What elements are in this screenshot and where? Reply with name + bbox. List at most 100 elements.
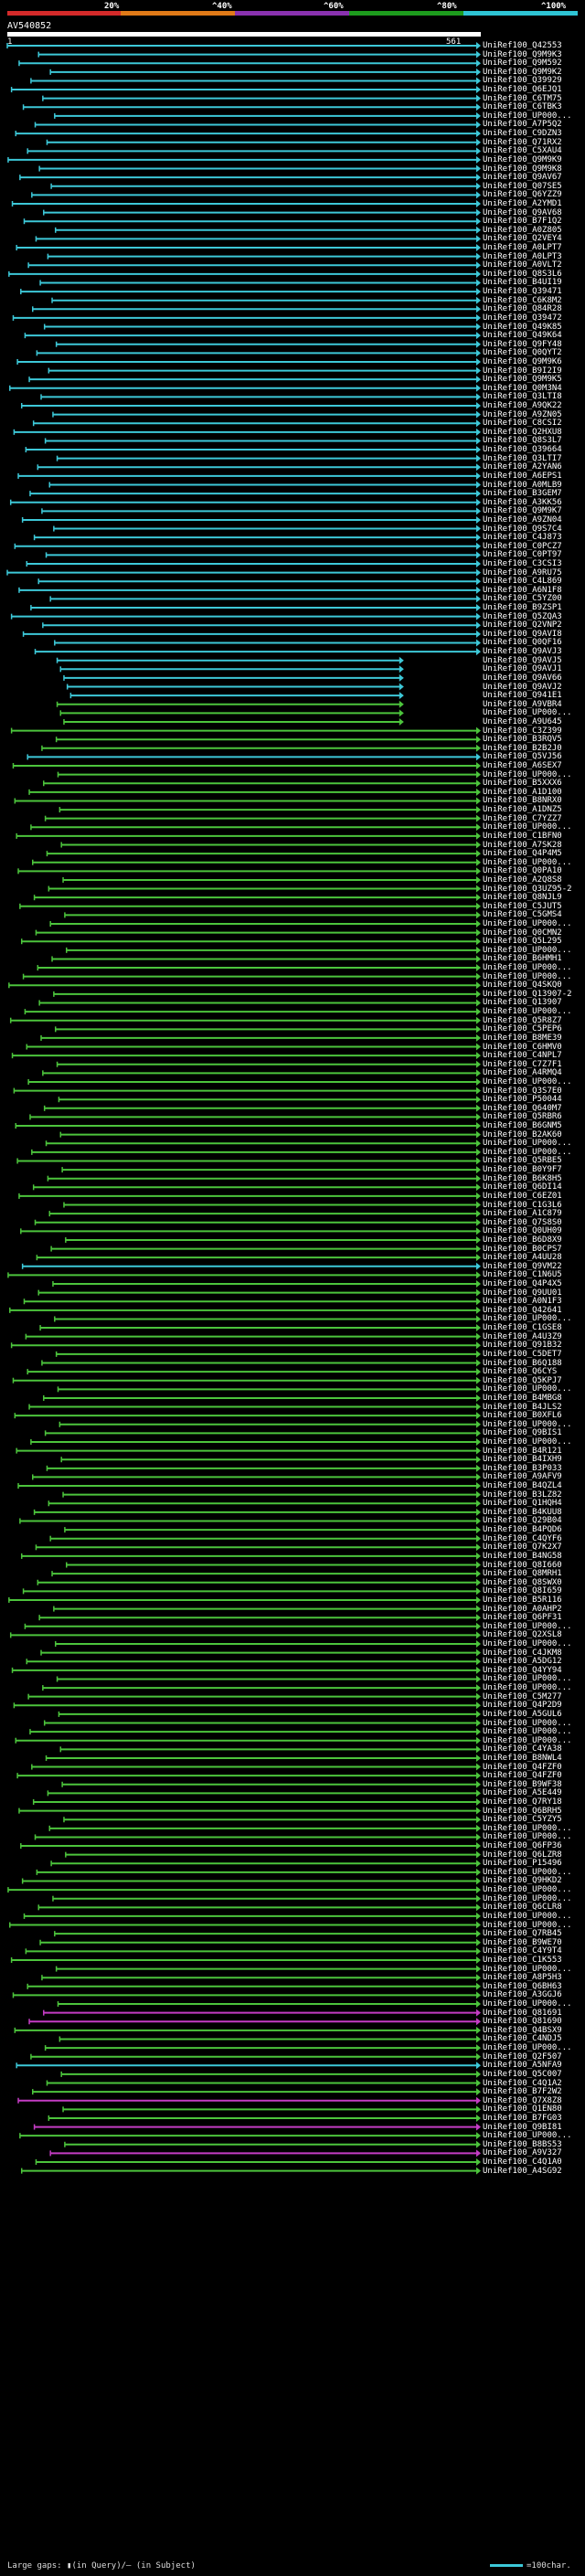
hit-alignment[interactable] <box>16 1447 481 1455</box>
hit-label[interactable]: UniRef100_Q49K85 <box>483 322 562 332</box>
hit-label[interactable]: UniRef100_B3LZ82 <box>483 1489 562 1500</box>
hit-alignment[interactable] <box>20 1227 481 1235</box>
hit-label[interactable]: UniRef100_UP000... <box>483 1832 572 1842</box>
hit-alignment[interactable] <box>61 1780 481 1788</box>
hit-alignment[interactable] <box>48 1210 481 1218</box>
hit-alignment[interactable] <box>49 920 481 928</box>
hit-label[interactable]: UniRef100_P50044 <box>483 1095 562 1105</box>
hit-alignment[interactable] <box>42 1069 481 1077</box>
hit-alignment[interactable] <box>37 1903 481 1912</box>
hit-alignment[interactable] <box>33 2123 481 2131</box>
hit-alignment[interactable] <box>65 1850 481 1859</box>
hit-label[interactable]: UniRef100_UP000... <box>483 1436 572 1447</box>
hit-alignment[interactable] <box>27 1077 481 1086</box>
hit-alignment[interactable] <box>47 1174 481 1182</box>
hit-label[interactable]: UniRef100_Q39664 <box>483 445 562 455</box>
hit-label[interactable]: UniRef100_B8NRX0 <box>483 796 562 806</box>
hit-alignment[interactable] <box>17 867 481 875</box>
hit-alignment[interactable] <box>65 1235 481 1244</box>
hit-label[interactable]: UniRef100_Q8S3L7 <box>483 436 562 446</box>
hit-alignment[interactable] <box>51 1570 481 1578</box>
hit-label[interactable]: UniRef100_Q49K64 <box>483 331 562 341</box>
hit-label[interactable]: UniRef100_Q3UZ95-2 <box>483 884 572 894</box>
hit-alignment[interactable] <box>43 1394 481 1402</box>
hit-alignment[interactable] <box>29 490 481 498</box>
hit-label[interactable]: UniRef100_A6EPS1 <box>483 471 562 481</box>
hit-label[interactable]: UniRef100_B4MBG8 <box>483 1393 562 1403</box>
hit-label[interactable]: UniRef100_Q81691 <box>483 2008 562 2018</box>
hit-alignment[interactable] <box>45 1140 481 1148</box>
hit-label[interactable]: UniRef100_Q6LZR8 <box>483 1850 562 1860</box>
hit-label[interactable]: UniRef100_Q1EN80 <box>483 2104 562 2115</box>
hit-alignment[interactable] <box>16 832 481 840</box>
hit-alignment[interactable] <box>41 744 481 752</box>
hit-alignment[interactable] <box>37 1288 481 1297</box>
hit-alignment[interactable] <box>35 235 481 243</box>
hit-label[interactable]: UniRef100_C6TBK3 <box>483 102 562 112</box>
hit-alignment[interactable] <box>30 823 481 832</box>
hit-label[interactable]: UniRef100_Q9AVJ5 <box>483 655 562 665</box>
hit-alignment[interactable] <box>48 1500 481 1508</box>
hit-alignment[interactable] <box>28 1403 481 1411</box>
hit-label[interactable]: UniRef100_Q7RY18 <box>483 1797 562 1807</box>
hit-label[interactable]: UniRef100_Q2XSL8 <box>483 1630 562 1640</box>
hit-alignment[interactable] <box>58 1420 481 1428</box>
hit-alignment[interactable] <box>12 762 481 770</box>
hit-alignment[interactable] <box>50 182 481 190</box>
hit-alignment[interactable] <box>59 709 404 717</box>
hit-label[interactable]: UniRef100_Q9M9K7 <box>483 506 562 516</box>
hit-label[interactable]: UniRef100_UP000... <box>483 1639 572 1649</box>
hit-alignment[interactable] <box>16 1157 481 1165</box>
hit-alignment[interactable] <box>21 1262 481 1270</box>
hit-label[interactable]: UniRef100_Q4FZF0 <box>483 1762 562 1772</box>
hit-label[interactable]: UniRef100_B6HMH1 <box>483 954 562 964</box>
hit-alignment[interactable] <box>37 50 481 58</box>
hit-label[interactable]: UniRef100_Q9S7C4 <box>483 524 562 534</box>
hit-alignment[interactable] <box>12 313 481 322</box>
hit-alignment[interactable] <box>51 955 481 963</box>
hit-alignment[interactable] <box>54 639 481 647</box>
hit-label[interactable]: UniRef100_UP000... <box>483 1683 572 1693</box>
hit-label[interactable]: UniRef100_A3GGJ6 <box>483 1990 562 2000</box>
hit-alignment[interactable] <box>47 1789 481 1797</box>
hit-label[interactable]: UniRef100_B4QZL4 <box>483 1481 562 1491</box>
hit-label[interactable]: UniRef100_B5XXX6 <box>483 779 562 789</box>
hit-label[interactable]: UniRef100_A0LPT3 <box>483 251 562 261</box>
hit-alignment[interactable] <box>61 1166 481 1174</box>
hit-label[interactable]: UniRef100_Q7K2X7 <box>483 1542 562 1553</box>
hit-alignment[interactable] <box>12 1376 481 1384</box>
hit-alignment[interactable] <box>27 1982 481 1990</box>
hit-label[interactable]: UniRef100_C6K8M2 <box>483 295 562 305</box>
hit-label[interactable]: UniRef100_Q84R28 <box>483 304 562 314</box>
hit-label[interactable]: UniRef100_B7FG03 <box>483 2113 562 2123</box>
hit-alignment[interactable] <box>14 1412 481 1420</box>
hit-label[interactable]: UniRef100_C1K553 <box>483 1955 562 1965</box>
hit-alignment[interactable] <box>14 797 481 805</box>
hit-alignment[interactable] <box>13 1701 481 1710</box>
hit-alignment[interactable] <box>23 1298 482 1306</box>
hit-label[interactable]: UniRef100_A4RMQ4 <box>483 1068 562 1078</box>
hit-label[interactable]: UniRef100_Q8MRH1 <box>483 1569 562 1579</box>
hit-label[interactable]: UniRef100_Q29B04 <box>483 1516 562 1526</box>
hit-label[interactable]: UniRef100_A9AFV9 <box>483 1472 562 1482</box>
hit-alignment[interactable] <box>32 1183 481 1192</box>
hit-label[interactable]: UniRef100_C5GMS4 <box>483 910 562 920</box>
hit-alignment[interactable] <box>16 357 481 366</box>
hit-label[interactable]: UniRef100_A9VBR4 <box>483 699 562 709</box>
hit-label[interactable]: UniRef100_C1N6U5 <box>483 1270 562 1280</box>
hit-label[interactable]: UniRef100_Q5ZQA3 <box>483 611 562 621</box>
hit-label[interactable]: UniRef100_Q9AVJ3 <box>483 647 562 657</box>
hit-alignment[interactable] <box>62 1490 481 1499</box>
hit-label[interactable]: UniRef100_Q8S3L6 <box>483 269 562 279</box>
hit-alignment[interactable] <box>25 1947 481 1956</box>
hit-label[interactable]: UniRef100_Q9UU01 <box>483 1288 562 1298</box>
hit-alignment[interactable] <box>7 1886 481 1894</box>
hit-label[interactable]: UniRef100_Q7X8Z8 <box>483 2095 562 2105</box>
hit-label[interactable]: UniRef100_A4SG92 <box>483 2166 562 2176</box>
hit-label[interactable]: UniRef100_A0AHP2 <box>483 1604 562 1614</box>
hit-label[interactable]: UniRef100_Q9BIS1 <box>483 1428 562 1438</box>
hit-alignment[interactable] <box>11 199 481 207</box>
hit-label[interactable]: UniRef100_Q9VM22 <box>483 1261 562 1271</box>
hit-alignment[interactable] <box>54 1640 481 1648</box>
hit-label[interactable]: UniRef100_Q9AVI8 <box>483 629 562 639</box>
